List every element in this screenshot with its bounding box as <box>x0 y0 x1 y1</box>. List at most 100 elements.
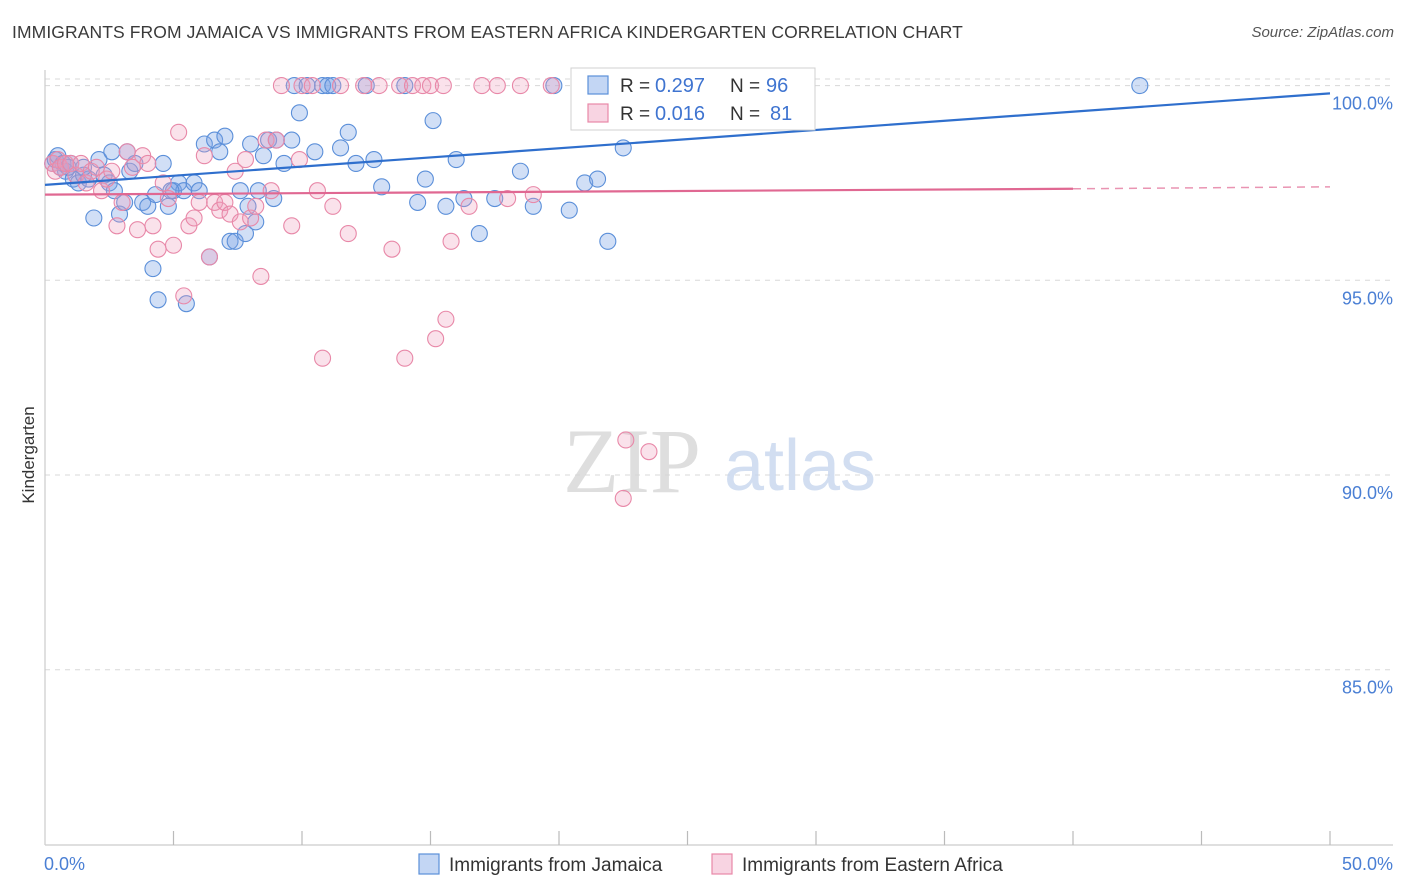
point-eastern-africa <box>511 77 530 95</box>
stats-r-value: 0.016 <box>655 103 705 125</box>
watermark-zip: ZIP <box>563 410 701 512</box>
point-eastern-africa <box>272 77 290 95</box>
point-eastern-africa <box>617 431 635 449</box>
point-eastern-africa <box>190 193 208 211</box>
axis-layer: 100.0% 95.0% 90.0% 85.0% 0.0% 50.0% <box>44 70 1393 874</box>
point-jamaica <box>306 143 324 161</box>
point-jamaica <box>447 151 465 169</box>
point-eastern-africa <box>391 77 409 95</box>
point-eastern-africa <box>442 232 460 250</box>
point-eastern-africa <box>488 77 506 95</box>
point-eastern-africa <box>524 186 542 204</box>
point-eastern-africa <box>434 77 452 95</box>
point-eastern-africa <box>355 77 373 95</box>
point-jamaica <box>339 123 357 141</box>
point-eastern-africa <box>460 197 478 215</box>
stats-n-value: 81 <box>770 103 792 125</box>
point-eastern-africa <box>267 131 285 149</box>
point-eastern-africa <box>331 77 350 95</box>
point-jamaica <box>283 131 301 149</box>
chart-title: IMMIGRANTS FROM JAMAICA VS IMMIGRANTS FR… <box>12 22 963 42</box>
point-jamaica <box>524 197 542 215</box>
point-eastern-africa <box>185 209 203 227</box>
point-eastern-africa <box>262 182 280 200</box>
point-eastern-africa <box>236 151 255 169</box>
point-eastern-africa <box>308 182 326 200</box>
point-jamaica <box>599 232 617 250</box>
point-jamaica <box>242 135 260 153</box>
point-eastern-africa <box>175 287 193 305</box>
point-jamaica <box>470 225 488 243</box>
point-eastern-africa <box>257 131 275 149</box>
point-jamaica <box>319 77 337 95</box>
point-eastern-africa <box>427 330 445 348</box>
point-eastern-africa <box>396 349 414 367</box>
point-jamaica <box>85 209 103 227</box>
watermark-atlas: atlas <box>724 426 876 506</box>
point-eastern-africa <box>383 240 401 258</box>
trend-line-eastern-africa-extension <box>1072 186 1331 190</box>
point-eastern-africa <box>303 77 321 95</box>
point-eastern-africa <box>113 193 131 211</box>
point-jamaica <box>437 197 455 215</box>
point-jamaica <box>254 147 273 165</box>
point-eastern-africa <box>283 217 301 235</box>
trend-line-eastern-africa <box>44 187 1074 196</box>
point-jamaica <box>331 139 350 157</box>
legend-swatch-eastern-africa <box>711 853 733 875</box>
point-eastern-africa <box>154 174 172 192</box>
point-eastern-africa <box>144 217 162 235</box>
stats-legend: R = 0.297 N = 96 R = 0.016 N = 81 <box>570 67 816 131</box>
point-eastern-africa <box>290 151 308 169</box>
y-tick-label: 100.0% <box>1332 94 1393 114</box>
point-jamaica <box>409 193 427 211</box>
stats-r-value: 0.297 <box>655 75 705 97</box>
point-eastern-africa <box>339 225 357 243</box>
stats-swatch-pink <box>587 103 609 123</box>
point-jamaica <box>149 291 167 309</box>
point-jamaica <box>373 178 391 196</box>
point-eastern-africa <box>170 123 188 141</box>
point-eastern-africa <box>421 77 440 95</box>
stats-r-label: R = <box>620 76 650 97</box>
point-jamaica <box>195 135 213 153</box>
point-eastern-africa <box>252 267 270 285</box>
point-eastern-africa <box>542 77 560 95</box>
point-jamaica <box>511 162 530 180</box>
y-tick-label: 95.0% <box>1342 288 1393 308</box>
point-jamaica <box>424 112 442 130</box>
stats-swatch-blue <box>587 75 609 95</box>
y-tick-label: 85.0% <box>1342 678 1393 698</box>
point-eastern-africa <box>118 143 136 161</box>
point-eastern-africa <box>437 310 455 328</box>
point-eastern-africa <box>293 77 311 95</box>
y-tick-label: 90.0% <box>1342 483 1393 503</box>
x-tick-label: 50.0% <box>1342 854 1393 874</box>
point-eastern-africa <box>324 197 342 215</box>
point-eastern-africa <box>473 77 491 95</box>
point-jamaica <box>314 77 332 95</box>
point-eastern-africa <box>614 489 632 507</box>
series-legend: Immigrants from Jamaica Immigrants from … <box>418 853 1003 876</box>
stats-n-label: N = <box>730 76 760 97</box>
stats-r-label: R = <box>620 104 650 125</box>
point-eastern-africa <box>164 236 183 254</box>
source-credit: Source: ZipAtlas.com <box>1251 24 1394 41</box>
point-jamaica <box>290 104 308 122</box>
point-eastern-africa <box>370 77 388 95</box>
point-jamaica <box>144 260 162 278</box>
point-eastern-africa <box>314 349 332 367</box>
point-eastern-africa <box>200 248 219 266</box>
point-jamaica <box>416 170 434 188</box>
point-jamaica <box>103 143 121 161</box>
point-eastern-africa <box>195 147 213 165</box>
legend-swatch-jamaica <box>418 853 440 875</box>
point-jamaica <box>221 232 239 250</box>
legend-label-eastern-africa: Immigrants from Eastern Africa <box>742 855 1003 876</box>
x-tick-label: 0.0% <box>44 854 85 874</box>
point-eastern-africa <box>499 189 517 208</box>
point-eastern-africa <box>139 154 157 173</box>
point-eastern-africa <box>247 197 265 215</box>
point-jamaica <box>231 182 249 200</box>
